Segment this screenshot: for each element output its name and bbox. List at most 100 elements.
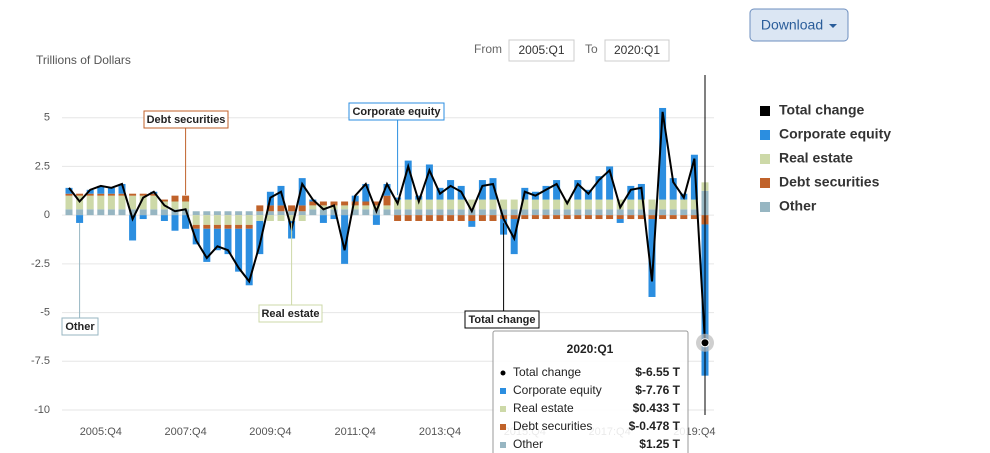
bar-segment <box>606 215 614 220</box>
bar-segment <box>341 215 349 264</box>
bar-segment <box>160 199 168 202</box>
from-label: From <box>474 42 502 56</box>
bar-segment <box>245 224 253 229</box>
bar-segment <box>372 205 380 210</box>
bar-segment <box>447 215 455 221</box>
bar-segment <box>489 199 497 210</box>
to-value[interactable]: 2020:Q1 <box>614 43 660 57</box>
y-tick-label: 5 <box>44 112 50 124</box>
bar-segment <box>425 164 433 200</box>
bar-segment <box>277 215 285 221</box>
bar-segment <box>182 201 190 210</box>
hover-point <box>700 338 710 348</box>
tooltip-bullet <box>500 442 506 448</box>
bar-segment <box>510 199 518 210</box>
bar-segment <box>616 219 624 223</box>
legend-label: Real estate <box>779 150 853 166</box>
download-button[interactable] <box>749 8 849 42</box>
bar-segment <box>256 220 264 255</box>
y-tick-label: -2.5 <box>31 258 50 270</box>
bar-segment <box>319 205 327 210</box>
bar-segment <box>680 215 688 220</box>
from-value[interactable]: 2005:Q1 <box>518 43 564 57</box>
x-tick-label: 2009:Q4 <box>249 426 291 438</box>
bar-segment <box>192 211 200 216</box>
bar-segment <box>383 209 391 216</box>
bar-segment <box>659 215 667 220</box>
tooltip-value: $-6.55 T <box>635 365 680 379</box>
bar-segment <box>542 199 550 210</box>
bar-segment <box>489 209 497 216</box>
bar-segment <box>595 215 603 220</box>
annotation-text: Debt securities <box>147 114 226 126</box>
legend-swatch <box>760 202 770 212</box>
from-input[interactable] <box>508 39 575 62</box>
annotation-text: Other <box>65 321 95 333</box>
bar-segment <box>425 199 433 210</box>
bar-segment <box>245 211 253 216</box>
tooltip-name: Real estate <box>513 401 574 415</box>
bar-segment <box>574 199 582 210</box>
bar-segment <box>659 199 667 210</box>
bar-segment <box>478 199 486 210</box>
tooltip-bullet <box>500 424 506 430</box>
bar-segment <box>235 224 243 229</box>
legend-swatch <box>760 154 770 164</box>
annotation-text: Real estate <box>261 308 319 320</box>
bar-segment <box>542 209 550 216</box>
tooltip-name: Total change <box>513 365 581 379</box>
bar-segment <box>107 193 115 196</box>
annotation-box <box>258 304 323 323</box>
to-input[interactable] <box>604 39 670 62</box>
bar-segment <box>256 215 264 221</box>
bar-segment <box>213 211 221 216</box>
line <box>68 111 706 343</box>
bar-segment <box>351 205 359 210</box>
bar-segment <box>97 193 105 196</box>
bar-segment <box>457 209 465 216</box>
annotation-text: Corporate equity <box>352 106 441 118</box>
bar-segment <box>107 209 115 216</box>
bar-segment <box>309 201 317 206</box>
bar-segment <box>118 209 126 216</box>
bar-segment <box>563 209 571 216</box>
bar-segment <box>245 228 253 286</box>
bar-segment <box>595 176 603 200</box>
bar-segment <box>669 178 677 200</box>
bar-segment <box>213 215 221 225</box>
bar-segment <box>298 205 306 212</box>
bar-segment <box>553 215 561 220</box>
bar-segment <box>404 160 412 200</box>
tooltip-bullet <box>500 388 506 394</box>
bar-segment <box>542 185 550 200</box>
bar-segment <box>86 209 94 216</box>
x-tick-label: 2011:Q4 <box>335 426 376 438</box>
bar-segment <box>383 205 391 210</box>
bar-segment <box>129 193 137 196</box>
bar-segment <box>616 215 624 220</box>
bar-segment <box>383 195 391 206</box>
tooltip-name: Corporate equity <box>513 383 602 397</box>
y-tick-label: 2.5 <box>35 160 50 172</box>
bar-segment <box>139 195 147 210</box>
caret-icon[interactable] <box>829 24 837 28</box>
bar-segment <box>97 185 105 194</box>
bar-segment <box>468 215 476 221</box>
bar-segment <box>107 187 115 194</box>
legend-swatch <box>760 178 770 188</box>
download-text[interactable]: Download <box>761 17 823 33</box>
x-tick-label: 2013:Q4 <box>419 426 461 438</box>
bar-segment <box>171 201 179 210</box>
tooltip-value: $-7.76 T <box>635 383 680 397</box>
bar-segment <box>107 195 115 210</box>
bar-segment <box>362 201 370 206</box>
bar-segment <box>478 209 486 216</box>
bar-segment <box>394 215 402 221</box>
bar-segment <box>139 215 147 220</box>
bar-segment <box>627 185 635 200</box>
bar-segment <box>65 195 73 210</box>
bar-segment <box>213 228 221 251</box>
bar-segment <box>97 195 105 210</box>
bar-segment <box>341 205 349 210</box>
